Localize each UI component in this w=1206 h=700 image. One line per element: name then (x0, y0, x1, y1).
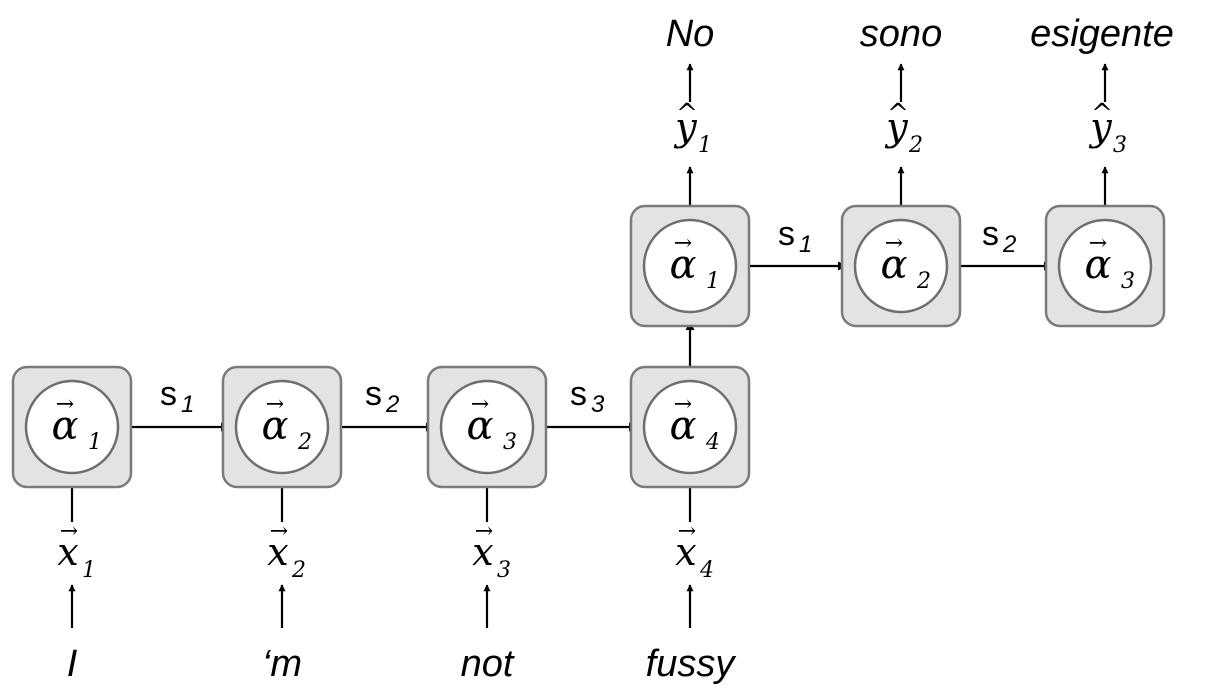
source-word-2: ‘m (262, 643, 302, 685)
target-word-2: sono (860, 13, 942, 55)
y-subscript: 3 (1113, 133, 1127, 158)
state-subscript: 1 (799, 231, 812, 258)
state-subscript: 3 (591, 391, 605, 418)
source-word-3: not (461, 643, 515, 685)
state-label-s1: s 1 (160, 375, 194, 418)
alpha-subscript: 2 (297, 430, 312, 455)
alpha-subscript: 3 (503, 430, 517, 455)
vector-mark: → (674, 392, 692, 417)
connections (72, 64, 1105, 628)
encoder-cell-1: α → 1 (13, 367, 131, 487)
vector-mark: → (56, 392, 74, 417)
y-subscript: 2 (908, 133, 923, 158)
state-label-s2: s 2 (982, 215, 1016, 258)
state-symbol: s (982, 215, 999, 253)
input-x4: x → 4 (675, 519, 714, 583)
alpha-subscript: 2 (916, 269, 931, 294)
decoder-cell-2: α → 2 (842, 206, 960, 326)
encoder-cell-2: α → 2 (223, 367, 341, 487)
x-subscript: 2 (291, 558, 306, 583)
state-label-s2: s 2 (365, 375, 399, 418)
alpha-subscript: 1 (88, 430, 102, 455)
input-x1: x → 1 (57, 519, 96, 583)
x-subscript: 1 (82, 558, 96, 583)
vector-mark: → (678, 519, 696, 544)
vector-mark: → (674, 231, 692, 256)
alpha-subscript: 3 (1121, 269, 1135, 294)
source-word-1: I (67, 643, 78, 685)
state-subscript: 1 (181, 391, 194, 418)
alpha-subscript: 4 (705, 430, 720, 455)
vector-mark: → (60, 519, 78, 544)
input-x2: x → 2 (267, 519, 306, 583)
decoder-cell-1: α → 1 (631, 206, 749, 326)
encoder-cell-3: α → 3 (428, 367, 546, 487)
hat-mark: ^ (887, 99, 909, 129)
alpha-subscript: 1 (706, 269, 720, 294)
state-symbol: s (365, 375, 382, 413)
state-symbol: s (570, 375, 587, 413)
vector-mark: → (885, 231, 903, 256)
vector-mark: → (266, 392, 284, 417)
target-word-1: No (666, 13, 715, 55)
hat-mark: ^ (676, 99, 698, 129)
output-y1: y ^ 1 (673, 99, 712, 158)
input-x3: x → 3 (472, 519, 511, 583)
x-subscript: 4 (699, 558, 714, 583)
state-subscript: 2 (385, 391, 399, 418)
vector-mark: → (270, 519, 288, 544)
vector-mark: → (1089, 231, 1107, 256)
x-subscript: 3 (497, 558, 511, 583)
source-word-4: fussy (646, 643, 737, 685)
state-symbol: s (778, 215, 795, 253)
vector-mark: → (471, 392, 489, 417)
state-label-s3: s 3 (570, 375, 605, 418)
target-word-3: esigente (1030, 13, 1174, 55)
y-subscript: 1 (698, 133, 712, 158)
hat-mark: ^ (1091, 99, 1113, 129)
state-symbol: s (160, 375, 177, 413)
decoder-cell-3: α → 3 (1046, 206, 1164, 326)
state-subscript: 2 (1002, 231, 1016, 258)
state-label-s1: s 1 (778, 215, 812, 258)
output-y3: y ^ 3 (1088, 99, 1127, 158)
vector-mark: → (475, 519, 493, 544)
output-y2: y ^ 2 (884, 99, 923, 158)
encoder-cell-4: α → 4 (631, 367, 749, 487)
